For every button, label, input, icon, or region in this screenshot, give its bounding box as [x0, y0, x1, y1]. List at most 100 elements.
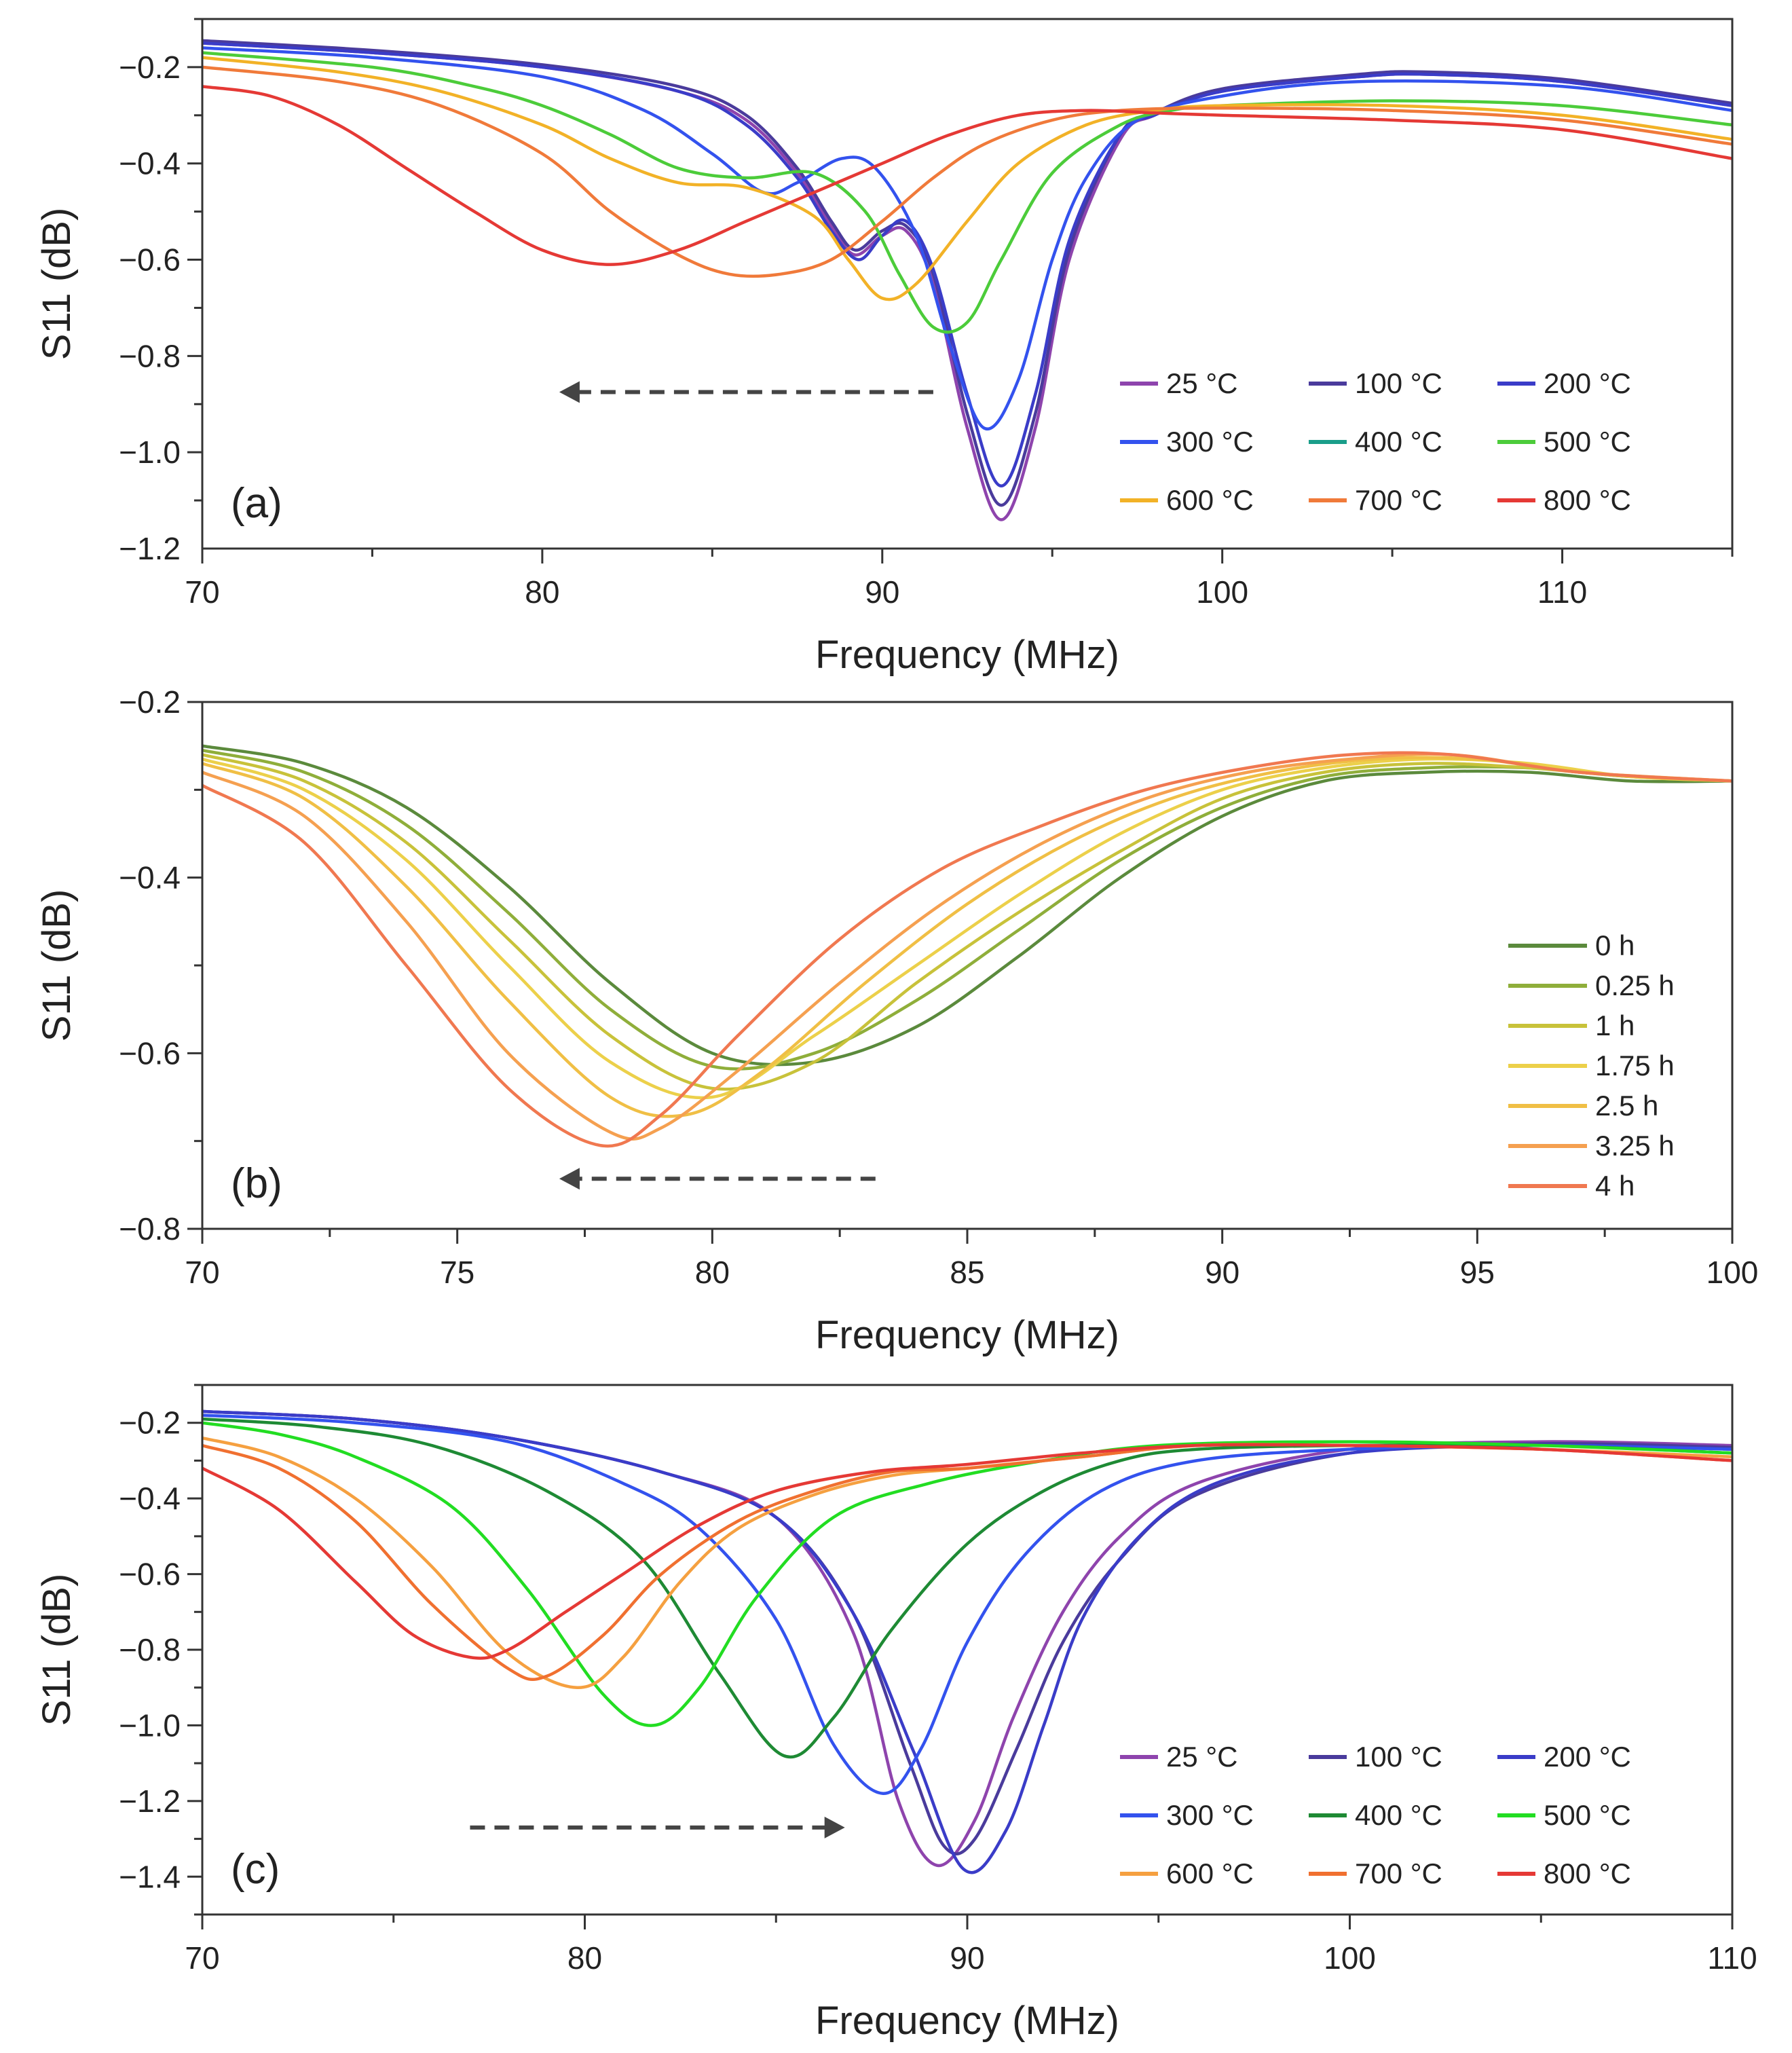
- y-tick-label: −1.0: [119, 434, 181, 470]
- y-tick-label: −1.2: [119, 1783, 181, 1819]
- series-line-2: [202, 748, 1732, 1071]
- legend-label: 1 h: [1595, 1010, 1635, 1041]
- y-tick-label: −1.0: [119, 1707, 181, 1743]
- legend-label: 25 °C: [1166, 1741, 1238, 1773]
- legend: 25 °C 100 °C 200 °C 300 °C 400 °C 500 °C 600 °…: [1120, 367, 1631, 516]
- x-tick-label: 70: [185, 1255, 219, 1290]
- legend-label: 500 °C: [1544, 1799, 1631, 1831]
- series-line-7: [202, 56, 1732, 301]
- x-tick-label: 80: [695, 1255, 730, 1290]
- y-tick-label: −1.4: [119, 1859, 181, 1894]
- series-line-1: [202, 744, 1732, 1067]
- series-line-5: [202, 756, 1732, 1118]
- x-tick-label: 100: [1706, 1255, 1759, 1290]
- x-tick-label: 95: [1460, 1255, 1495, 1290]
- legend-label: 700 °C: [1355, 484, 1442, 516]
- series-line-6: [202, 1421, 1732, 1727]
- legend-label: 100 °C: [1355, 1741, 1442, 1773]
- legend: 25 °C 100 °C 200 °C 300 °C 400 °C 500 °C 600 °…: [1120, 1741, 1631, 1889]
- legend-label: 300 °C: [1166, 1799, 1254, 1831]
- x-tick-label: 110: [1707, 1940, 1757, 1976]
- x-tick-label: 85: [950, 1255, 984, 1290]
- legend-label: 4 h: [1595, 1170, 1635, 1202]
- x-tick-label: 75: [440, 1255, 474, 1290]
- y-axis-title: S11 (dB): [35, 889, 79, 1042]
- series-line-8: [202, 65, 1732, 278]
- series-line-7: [202, 751, 1732, 1148]
- y-tick-label: −0.6: [119, 1035, 181, 1071]
- series-line-4: [202, 757, 1732, 1100]
- series-line-1: [202, 1409, 1732, 1868]
- y-tick-label: −0.8: [119, 338, 181, 373]
- legend-label: 3.25 h: [1595, 1130, 1675, 1162]
- legend-label: 700 °C: [1355, 1857, 1442, 1889]
- legend-label: 400 °C: [1355, 1799, 1442, 1831]
- x-tick-label: 100: [1324, 1940, 1376, 1976]
- legend-label: 1.75 h: [1595, 1050, 1675, 1081]
- legend-label: 800 °C: [1544, 1857, 1631, 1889]
- y-tick-label: −0.2: [119, 1405, 181, 1441]
- legend-label: 0 h: [1595, 929, 1635, 961]
- x-axis-title: Frequency (MHz): [815, 1313, 1119, 1357]
- series-line-9: [202, 1443, 1732, 1660]
- x-axis-title: Frequency (MHz): [815, 1999, 1119, 2043]
- shift-arrow-head: [824, 1816, 845, 1838]
- series-line-4: [202, 1413, 1732, 1795]
- legend-label: 200 °C: [1544, 367, 1631, 399]
- panel-label: (a): [231, 480, 282, 527]
- x-tick-label: 90: [865, 574, 899, 610]
- legend-label: 100 °C: [1355, 367, 1442, 399]
- legend-label: 25 °C: [1166, 367, 1238, 399]
- x-tick-label: 70: [185, 574, 219, 610]
- legend-label: 500 °C: [1544, 426, 1631, 458]
- chart-panel-3: 70 80 90 100 110 −0.2 −0.4 −0.6 −0.8 −1.0 −1.2 −1.4…: [35, 1384, 1757, 2043]
- y-tick-label: −0.4: [119, 860, 181, 895]
- chart-panel-1: 70 80 90 100 110 −0.2 −0.4 −0.6 −0.8 −1.0 −1.2 Freq…: [35, 18, 1734, 677]
- legend-label: 800 °C: [1544, 484, 1631, 516]
- y-tick-label: −0.2: [119, 50, 181, 85]
- y-tick-label: −0.4: [119, 1481, 181, 1516]
- y-tick-label: −0.8: [119, 1211, 181, 1246]
- y-tick-label: −0.4: [119, 146, 181, 181]
- x-axis-title: Frequency (MHz): [815, 633, 1119, 677]
- series-line-3: [202, 1409, 1732, 1874]
- x-tick-label: 90: [950, 1940, 984, 1976]
- x-tick-label: 110: [1537, 574, 1587, 610]
- legend-label: 2.5 h: [1595, 1090, 1658, 1122]
- y-tick-label: −1.2: [119, 531, 181, 566]
- x-tick-label: 90: [1205, 1255, 1239, 1290]
- legend: 0 h 0.25 h 1 h 1.75 h 2.5 h 3.25 h 4 h: [1508, 929, 1675, 1202]
- series-group: [202, 744, 1732, 1148]
- y-tick-label: −0.2: [119, 684, 181, 720]
- y-tick-label: −0.6: [119, 242, 181, 278]
- series-line-4: [202, 46, 1732, 431]
- legend-label: 300 °C: [1166, 426, 1254, 458]
- x-tick-label: 80: [525, 574, 559, 610]
- series-group: [202, 1409, 1732, 1874]
- chart-panel-2: 70 75 80 85 90 95 100 −0.2 −0.4 −0.6 −0.8 Frequency…: [35, 684, 1758, 1357]
- y-tick-label: −0.8: [119, 1632, 181, 1667]
- legend-label: 600 °C: [1166, 1857, 1254, 1889]
- x-tick-label: 100: [1196, 574, 1248, 610]
- legend-label: 0.25 h: [1595, 969, 1675, 1001]
- shift-arrow-head: [559, 1168, 580, 1190]
- x-tick-label: 70: [185, 1940, 219, 1976]
- series-line-2: [202, 1409, 1732, 1855]
- series-line-6: [202, 51, 1732, 334]
- y-axis-title: S11 (dB): [35, 1574, 79, 1726]
- x-tick-label: 80: [567, 1940, 602, 1976]
- legend-label: 200 °C: [1544, 1741, 1631, 1773]
- legend-label: 600 °C: [1166, 484, 1254, 516]
- y-axis-title: S11 (dB): [35, 208, 79, 360]
- series-line-2: [202, 39, 1732, 507]
- y-tick-label: −0.6: [119, 1557, 181, 1592]
- series-group: [202, 39, 1732, 521]
- series-line-3: [202, 753, 1732, 1091]
- plot-frame: [201, 18, 1734, 550]
- shift-arrow-head: [559, 381, 580, 403]
- series-line-9: [202, 85, 1732, 266]
- legend-label: 400 °C: [1355, 426, 1442, 458]
- panel-label: (c): [231, 1846, 280, 1893]
- panel-label: (b): [231, 1160, 282, 1207]
